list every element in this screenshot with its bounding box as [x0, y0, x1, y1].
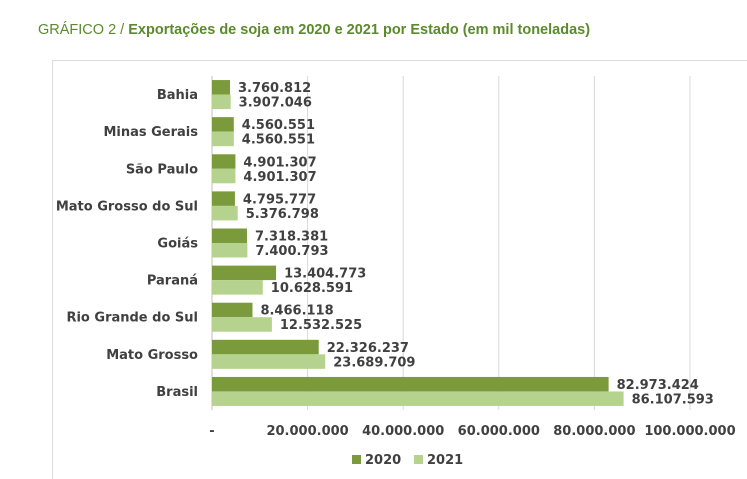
x-tick-label: 60.000.000 [458, 424, 540, 439]
bar-2021 [212, 280, 263, 295]
bar-2021 [212, 317, 272, 332]
chart-title-prefix: GRÁFICO 2 / [38, 22, 129, 38]
legend-label: 2020 [365, 453, 401, 468]
data-label: 4.901.307 [243, 155, 316, 170]
data-label: 5.376.798 [246, 207, 319, 222]
category-label: Bahia [157, 88, 198, 103]
x-tick-label: 40.000.000 [362, 424, 444, 439]
x-tick-label: 80.000.000 [553, 424, 635, 439]
bar-2020 [212, 265, 277, 281]
chart-title-main: Exportações de soja em 2020 e 2021 por E… [128, 22, 591, 38]
category-label: Minas Gerais [103, 125, 198, 140]
category-label: Brasil [156, 385, 198, 400]
data-label: 4.560.551 [242, 133, 315, 148]
legend-swatch [352, 455, 361, 464]
data-label: 8.466.118 [260, 304, 333, 319]
bar-2021 [212, 168, 236, 184]
bars [212, 80, 624, 406]
bar-2020 [212, 376, 609, 392]
data-label: 86.107.593 [632, 392, 714, 407]
category-label: São Paulo [126, 162, 198, 177]
legend: 2020 2021 [352, 453, 463, 468]
legend-label: 2021 [427, 453, 463, 468]
x-tick-label: 20.000.000 [266, 424, 348, 439]
bar-2021 [212, 131, 234, 147]
data-label: 4.901.307 [243, 170, 316, 185]
bar-2020 [212, 302, 253, 318]
bar-2021 [212, 205, 238, 221]
data-label: 3.760.812 [238, 81, 311, 96]
bar-2021 [212, 354, 326, 369]
x-tick-label: - [209, 424, 214, 439]
category-label: Goiás [157, 237, 198, 252]
bar-2021 [212, 391, 624, 406]
data-label: 3.907.046 [239, 96, 312, 111]
data-label: 4.795.777 [243, 192, 316, 207]
legend-swatch [414, 455, 423, 464]
bar-2021 [212, 243, 248, 258]
data-label: 22.326.237 [327, 341, 409, 356]
bar-2020 [212, 339, 319, 355]
chart-title: GRÁFICO 2 / Exportações de soja em 2020 … [38, 22, 590, 38]
data-label: 4.560.551 [242, 118, 315, 133]
bar-2020 [212, 117, 234, 132]
category-label: Paraná [147, 274, 198, 289]
bar-2020 [212, 154, 236, 169]
data-label: 7.400.793 [255, 244, 328, 259]
data-label: 13.404.773 [284, 267, 366, 282]
x-axis-tick-labels: - 20.000.000 40.000.000 60.000.000 80.000.00… [209, 424, 735, 439]
category-label: Rio Grande do Sul [66, 311, 198, 326]
data-label: 7.318.381 [255, 230, 328, 245]
data-label: 10.628.591 [271, 281, 353, 296]
bar-chart: Bahia Minas Gerais São Paulo Mato Grosso do… [56, 76, 736, 468]
category-labels: Bahia Minas Gerais São Paulo Mato Grosso do… [56, 88, 198, 400]
category-label: Mato Grosso [106, 348, 198, 363]
category-label: Mato Grosso do Sul [56, 199, 198, 214]
x-tick-label: 100.000.000 [644, 424, 735, 439]
data-label: 12.532.525 [280, 318, 362, 333]
data-label: 82.973.424 [617, 378, 699, 393]
bar-2021 [212, 94, 231, 110]
chart-panel: Bahia Minas Gerais São Paulo Mato Grosso do… [52, 60, 747, 479]
data-label: 23.689.709 [333, 355, 415, 370]
bar-2020 [212, 228, 247, 243]
bar-2020 [212, 191, 235, 206]
bar-2020 [212, 80, 230, 95]
